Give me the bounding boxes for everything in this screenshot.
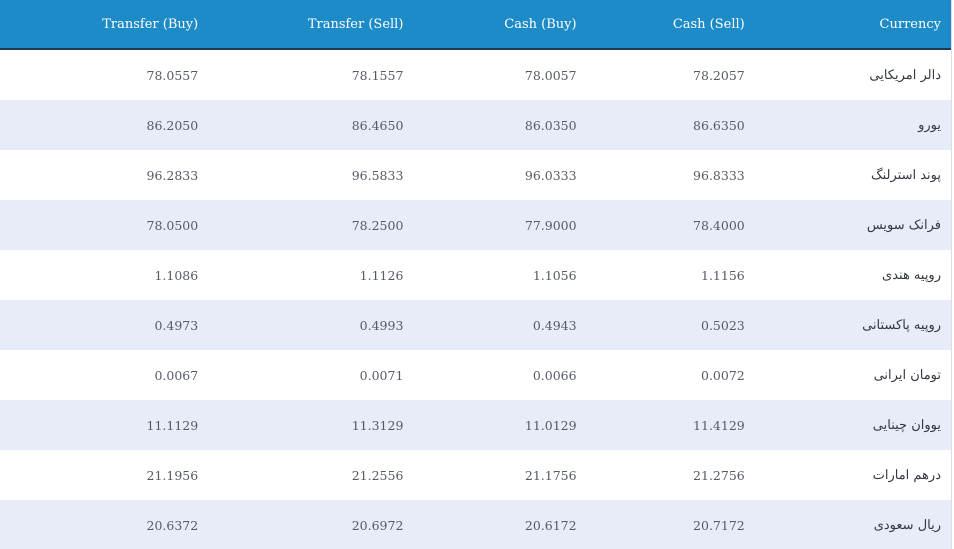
cell-transfer-buy: 0.0067 xyxy=(154,367,199,383)
cell-transfer-sell: 78.1557 xyxy=(351,67,404,83)
cell-cash-buy: 78.0057 xyxy=(524,67,577,83)
cell-currency-name: دالر امریکایی xyxy=(869,67,941,83)
cell-cash-buy: 21.1756 xyxy=(524,467,577,483)
cell-cash-buy: 11.0129 xyxy=(524,417,577,433)
cell-transfer-sell: 1.1126 xyxy=(359,267,404,283)
table-body: 78.0557 78.1557 78.0057 78.2057 دالر امریکای… xyxy=(0,49,951,549)
cell-transfer-sell: 96.5833 xyxy=(351,167,404,183)
table-row: 96.2833 96.5833 96.0333 96.8333 پوند استرلنگ xyxy=(0,150,951,200)
table-row: 0.0067 0.0071 0.0066 0.0072 تومان ایرانی xyxy=(0,350,951,400)
table-row: 21.1956 21.2556 21.1756 21.2756 درهم امارات xyxy=(0,450,951,500)
cell-transfer-sell: 0.4993 xyxy=(359,317,404,333)
cell-cash-buy: 0.4943 xyxy=(532,317,577,333)
table-header: Transfer (Buy) Transfer (Sell) Cash (Buy… xyxy=(0,0,951,49)
cell-transfer-sell: 78.2500 xyxy=(351,217,404,233)
cell-cash-sell: 0.0072 xyxy=(701,367,745,383)
cell-transfer-buy: 11.1129 xyxy=(146,417,199,433)
cell-transfer-buy: 0.4973 xyxy=(154,317,199,333)
cell-cash-buy: 0.0066 xyxy=(532,367,577,383)
cell-cash-buy: 20.6172 xyxy=(524,517,577,533)
cell-cash-sell: 11.4129 xyxy=(693,417,745,433)
cell-currency-name: روپیه هندی xyxy=(882,267,941,283)
cell-cash-buy: 1.1056 xyxy=(532,267,577,283)
cell-cash-sell: 20.7172 xyxy=(693,517,745,533)
cell-transfer-sell: 86.4650 xyxy=(351,117,404,133)
table-row: 0.4973 0.4993 0.4943 0.5023 روپیه پاکستانی xyxy=(0,300,951,350)
cell-currency-name: پوند استرلنگ xyxy=(870,167,941,183)
cell-transfer-buy: 78.0500 xyxy=(146,217,199,233)
table-row: 86.2050 86.4650 86.0350 86.6350 یورو xyxy=(0,100,951,150)
header-transfer-sell: Transfer (Sell) xyxy=(307,16,404,32)
cell-cash-buy: 86.0350 xyxy=(524,117,577,133)
cell-currency-name: یورو xyxy=(918,117,941,133)
cell-transfer-buy: 96.2833 xyxy=(146,167,199,183)
cell-cash-sell: 78.2057 xyxy=(693,67,745,83)
table-row: 20.6372 20.6972 20.6172 20.7172 ریال سعودی xyxy=(0,500,951,549)
cell-cash-buy: 96.0333 xyxy=(524,167,577,183)
cell-cash-sell: 96.8333 xyxy=(693,167,745,183)
header-transfer-buy: Transfer (Buy) xyxy=(102,16,199,32)
table-row: 78.0500 78.2500 77.9000 78.4000 فرانک سویس xyxy=(0,200,951,250)
cell-cash-sell: 21.2756 xyxy=(693,467,745,483)
cell-transfer-sell: 0.0071 xyxy=(359,367,404,383)
cell-cash-buy: 77.9000 xyxy=(524,217,577,233)
cell-transfer-buy: 20.6372 xyxy=(146,517,199,533)
cell-cash-sell: 0.5023 xyxy=(701,317,745,333)
cell-cash-sell: 78.4000 xyxy=(693,217,745,233)
cell-currency-name: تومان ایرانی xyxy=(873,367,941,383)
cell-cash-sell: 1.1156 xyxy=(701,267,745,283)
cell-transfer-buy: 78.0557 xyxy=(146,67,199,83)
header-row: Transfer (Buy) Transfer (Sell) Cash (Buy… xyxy=(0,0,951,49)
cell-currency-name: یووان چینایی xyxy=(872,417,941,433)
cell-transfer-buy: 1.1086 xyxy=(154,267,199,283)
cell-currency-name: درهم امارات xyxy=(872,467,941,483)
table-row: 11.1129 11.3129 11.0129 11.4129 یووان چینایی xyxy=(0,400,951,450)
table-row: 1.1086 1.1126 1.1056 1.1156 روپیه هندی xyxy=(0,250,951,300)
header-cash-sell: Cash (Sell) xyxy=(672,16,745,32)
cell-currency-name: فرانک سویس xyxy=(866,217,941,233)
table-row: 78.0557 78.1557 78.0057 78.2057 دالر امریکای… xyxy=(0,49,951,100)
cell-transfer-sell: 11.3129 xyxy=(351,417,404,433)
cell-transfer-buy: 21.1956 xyxy=(146,467,199,483)
cell-currency-name: روپیه پاکستانی xyxy=(862,317,941,333)
cell-transfer-sell: 21.2556 xyxy=(351,467,404,483)
cell-transfer-buy: 86.2050 xyxy=(146,117,199,133)
header-currency: Currency xyxy=(879,16,941,32)
cell-transfer-sell: 20.6972 xyxy=(351,517,404,533)
cell-currency-name: ریال سعودی xyxy=(873,517,941,533)
header-cash-buy: Cash (Buy) xyxy=(504,16,577,32)
cell-cash-sell: 86.6350 xyxy=(693,117,745,133)
